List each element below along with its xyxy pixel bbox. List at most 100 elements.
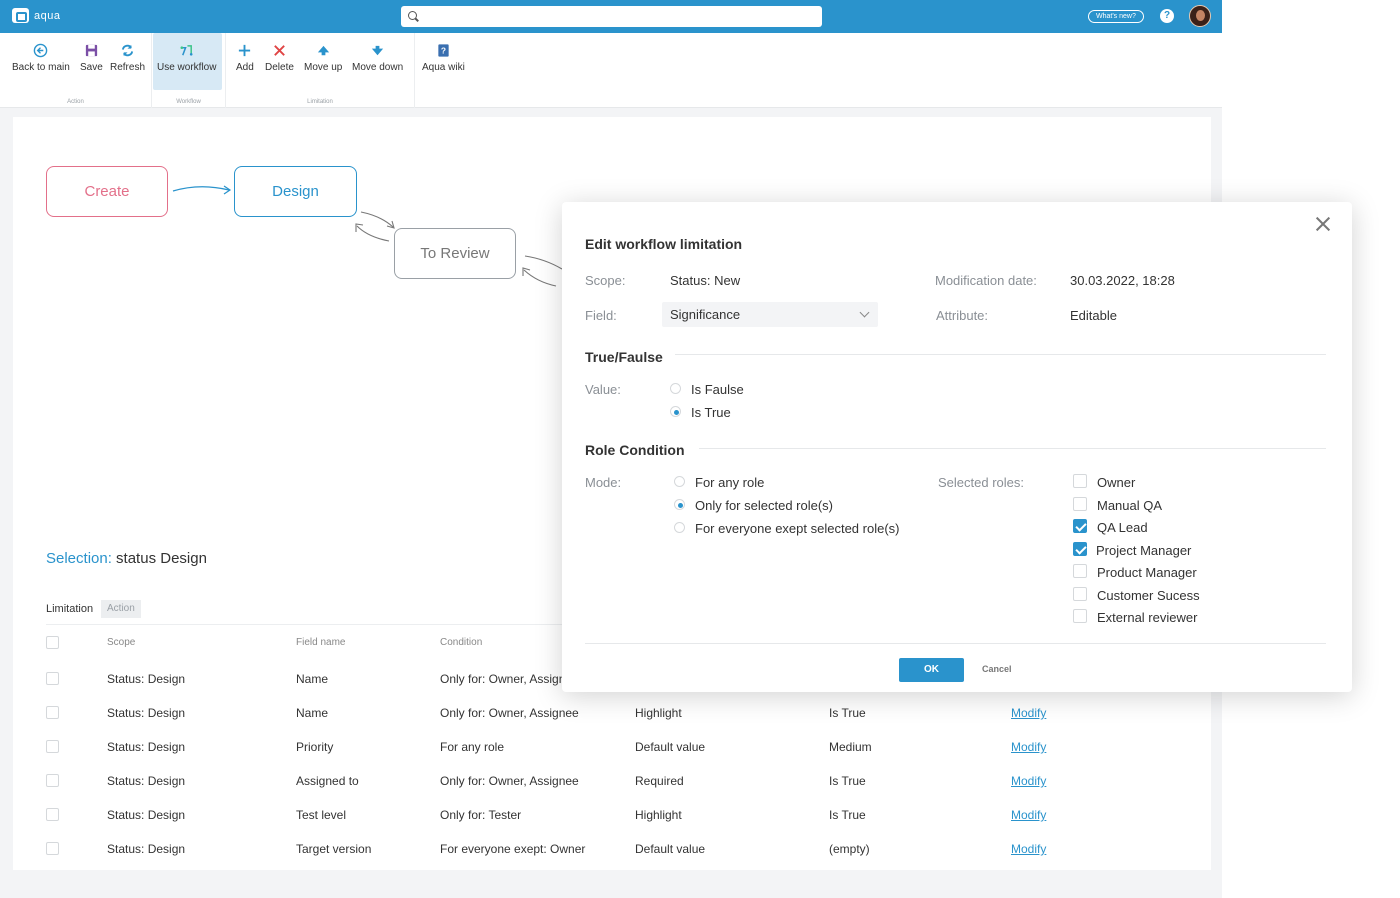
section-divider	[675, 354, 1326, 355]
field-label: Field:	[585, 308, 617, 323]
workflow-group: Workflow	[152, 33, 226, 108]
arrow-up-icon	[317, 45, 329, 56]
row-checkbox[interactable]	[46, 706, 59, 719]
row-condition: For any role	[440, 740, 505, 754]
whats-new-button[interactable]: What's new?	[1088, 10, 1144, 23]
selected-roles-label: Selected roles:	[938, 475, 1024, 490]
row-checkbox[interactable]	[46, 774, 59, 787]
delete-x-icon	[274, 45, 285, 56]
move-down-button[interactable]: Move down	[352, 43, 403, 73]
move-up-label: Move up	[304, 62, 343, 73]
role-label: External reviewer	[1097, 610, 1198, 625]
logo-icon	[12, 8, 29, 23]
avatar[interactable]	[1189, 5, 1211, 27]
modify-link[interactable]: Modify	[1011, 774, 1047, 788]
row-condition: Only for: Tester	[440, 808, 522, 822]
role-checkbox-owner[interactable]	[1073, 474, 1087, 488]
workflow-node-to-review[interactable]: To Review	[394, 228, 516, 279]
chevron-down-icon	[859, 307, 870, 318]
role-checkbox-project-manager[interactable]	[1073, 542, 1087, 556]
row-checkbox[interactable]	[46, 672, 59, 685]
row-value: Medium	[829, 740, 872, 754]
save-button[interactable]: Save	[80, 43, 103, 73]
delete-button[interactable]: Delete	[265, 43, 294, 73]
use-workflow-button[interactable]: Use workflow	[157, 43, 216, 73]
attribute-value: Editable	[1070, 308, 1117, 323]
row-action: Default value	[635, 740, 706, 754]
back-to-main-button[interactable]: Back to main	[12, 43, 70, 73]
row-checkbox[interactable]	[46, 740, 59, 753]
modification-date-value: 30.03.2022, 18:28	[1070, 273, 1175, 288]
radio-is-faulse[interactable]	[670, 383, 681, 394]
section-divider	[699, 448, 1326, 449]
row-condition: Only for: Owner, Assignee	[440, 672, 579, 686]
row-scope: Status: Design	[107, 774, 186, 788]
row-scope: Status: Design	[107, 842, 186, 856]
refresh-button[interactable]: Refresh	[110, 43, 145, 73]
radio-selected-roles[interactable]	[674, 499, 685, 510]
field-select[interactable]: Significance	[662, 302, 878, 327]
row-checkbox[interactable]	[46, 842, 59, 855]
value-label: Value:	[585, 382, 621, 397]
row-field: Priority	[296, 740, 334, 754]
row-value: (empty)	[829, 842, 870, 856]
modify-link[interactable]: Modify	[1011, 740, 1047, 754]
row-value: Is True	[829, 808, 866, 822]
modify-link[interactable]: Modify	[1011, 808, 1047, 822]
select-all-checkbox[interactable]	[46, 636, 59, 649]
tab-limitation[interactable]: Limitation	[46, 603, 94, 615]
workflow-node-design[interactable]: Design	[234, 166, 357, 217]
row-condition: Only for: Owner, Assignee	[440, 706, 579, 720]
scope-label: Scope:	[585, 273, 626, 288]
aqua-wiki-button[interactable]: ? Aqua wiki	[422, 43, 465, 73]
logo-text: aqua	[34, 9, 61, 22]
role-label: Manual QA	[1097, 498, 1163, 513]
role-checkbox-customer-sucess[interactable]	[1073, 587, 1087, 601]
row-action: Default value	[635, 842, 706, 856]
row-value: Is True	[829, 774, 866, 788]
row-condition: For everyone exept: Owner	[440, 842, 586, 856]
row-condition: Only for: Owner, Assignee	[440, 774, 579, 788]
app-logo[interactable]: aqua	[12, 8, 60, 23]
role-checkbox-manual-qa[interactable]	[1073, 497, 1087, 511]
row-value: Is True	[829, 706, 866, 720]
top-bar: aqua What's new? ?	[0, 0, 1222, 33]
move-up-button[interactable]: Move up	[304, 43, 342, 73]
tab-action[interactable]: Action	[101, 600, 141, 618]
wiki-book-icon: ?	[438, 44, 449, 57]
use-workflow-highlight	[153, 33, 222, 90]
radio-any-role[interactable]	[674, 476, 685, 487]
radio-everyone-except[interactable]	[674, 522, 685, 533]
row-action: Highlight	[635, 706, 682, 720]
row-checkbox[interactable]	[46, 808, 59, 821]
move-down-label: Move down	[352, 62, 404, 73]
ok-button[interactable]: OK	[899, 658, 964, 682]
search-input[interactable]	[401, 6, 822, 27]
modify-link[interactable]: Modify	[1011, 706, 1047, 720]
role-checkbox-qa-lead[interactable]	[1073, 519, 1087, 533]
radio-is-true[interactable]	[670, 406, 681, 417]
modify-link[interactable]: Modify	[1011, 842, 1047, 856]
workflow-node-create[interactable]: Create	[46, 166, 168, 217]
close-icon[interactable]	[1315, 216, 1331, 232]
group-label-action: Action	[67, 99, 84, 105]
role-checkbox-product-manager[interactable]	[1073, 564, 1087, 578]
role-label: Owner	[1097, 475, 1136, 490]
role-label: Customer Sucess	[1097, 588, 1200, 603]
help-icon[interactable]: ?	[1160, 9, 1174, 23]
footer-divider	[585, 643, 1326, 644]
delete-label: Delete	[265, 62, 294, 73]
row-scope: Status: Design	[107, 706, 186, 720]
radio-is-faulse-label: Is Faulse	[691, 382, 744, 397]
add-button[interactable]: Add	[236, 43, 254, 73]
wiki-label: Aqua wiki	[422, 62, 465, 73]
refresh-label: Refresh	[110, 62, 146, 73]
search-icon	[408, 11, 417, 20]
group-label-limitation: Limitation	[307, 99, 333, 105]
cancel-button[interactable]: Cancel	[982, 664, 1012, 674]
scope-value: Status: New	[670, 273, 741, 288]
role-checkbox-external-reviewer[interactable]	[1073, 609, 1087, 623]
row-field: Target version	[296, 842, 372, 856]
refresh-icon	[121, 44, 134, 57]
edit-limitation-dialog: Edit workflow limitation Scope: Status: …	[562, 202, 1352, 692]
